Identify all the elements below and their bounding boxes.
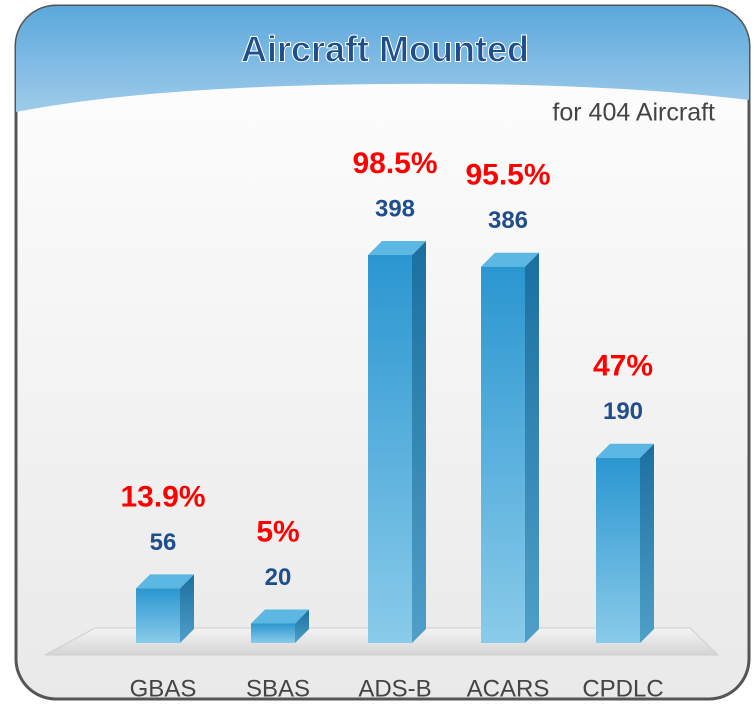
x-tick-label: SBAS (246, 675, 310, 702)
bar (368, 241, 426, 643)
value-label: 386 (488, 207, 528, 234)
bar-side (640, 443, 654, 643)
x-tick-label: ADS-B (358, 675, 431, 702)
share-label: 95.5% (465, 159, 550, 192)
subtitle: for 404 Aircraft (552, 99, 715, 127)
share-label: 5% (256, 515, 299, 548)
bar (136, 574, 194, 643)
share-label: 98.5% (352, 147, 437, 180)
chart-title: Aircraft Mounted (241, 29, 529, 70)
bar (481, 252, 539, 643)
value-label: 190 (603, 398, 643, 425)
bar-top (136, 574, 194, 589)
bar (251, 609, 309, 643)
bar-front (368, 255, 412, 643)
x-tick-label: CPDLC (582, 675, 663, 702)
bar-top (251, 609, 309, 624)
value-label: 20 (265, 564, 292, 591)
bar-side (412, 241, 426, 643)
bar-top (368, 241, 426, 255)
value-label: 398 (375, 195, 415, 222)
bar-side (295, 609, 309, 643)
bar-front (596, 457, 640, 643)
value-label: 56 (150, 529, 177, 556)
bar-top (481, 252, 539, 267)
bar-front (251, 623, 295, 643)
bar-side (180, 574, 194, 643)
bar-top (596, 443, 654, 458)
bar (596, 443, 654, 643)
share-label: 47% (593, 350, 653, 383)
share-label: 13.9% (120, 480, 205, 513)
bar-front (481, 266, 525, 643)
x-tick-label: GBAS (130, 675, 197, 702)
bar-side (525, 252, 539, 643)
bar-front (136, 588, 180, 643)
x-tick-label: ACARS (467, 675, 550, 702)
header-band (16, 6, 749, 112)
